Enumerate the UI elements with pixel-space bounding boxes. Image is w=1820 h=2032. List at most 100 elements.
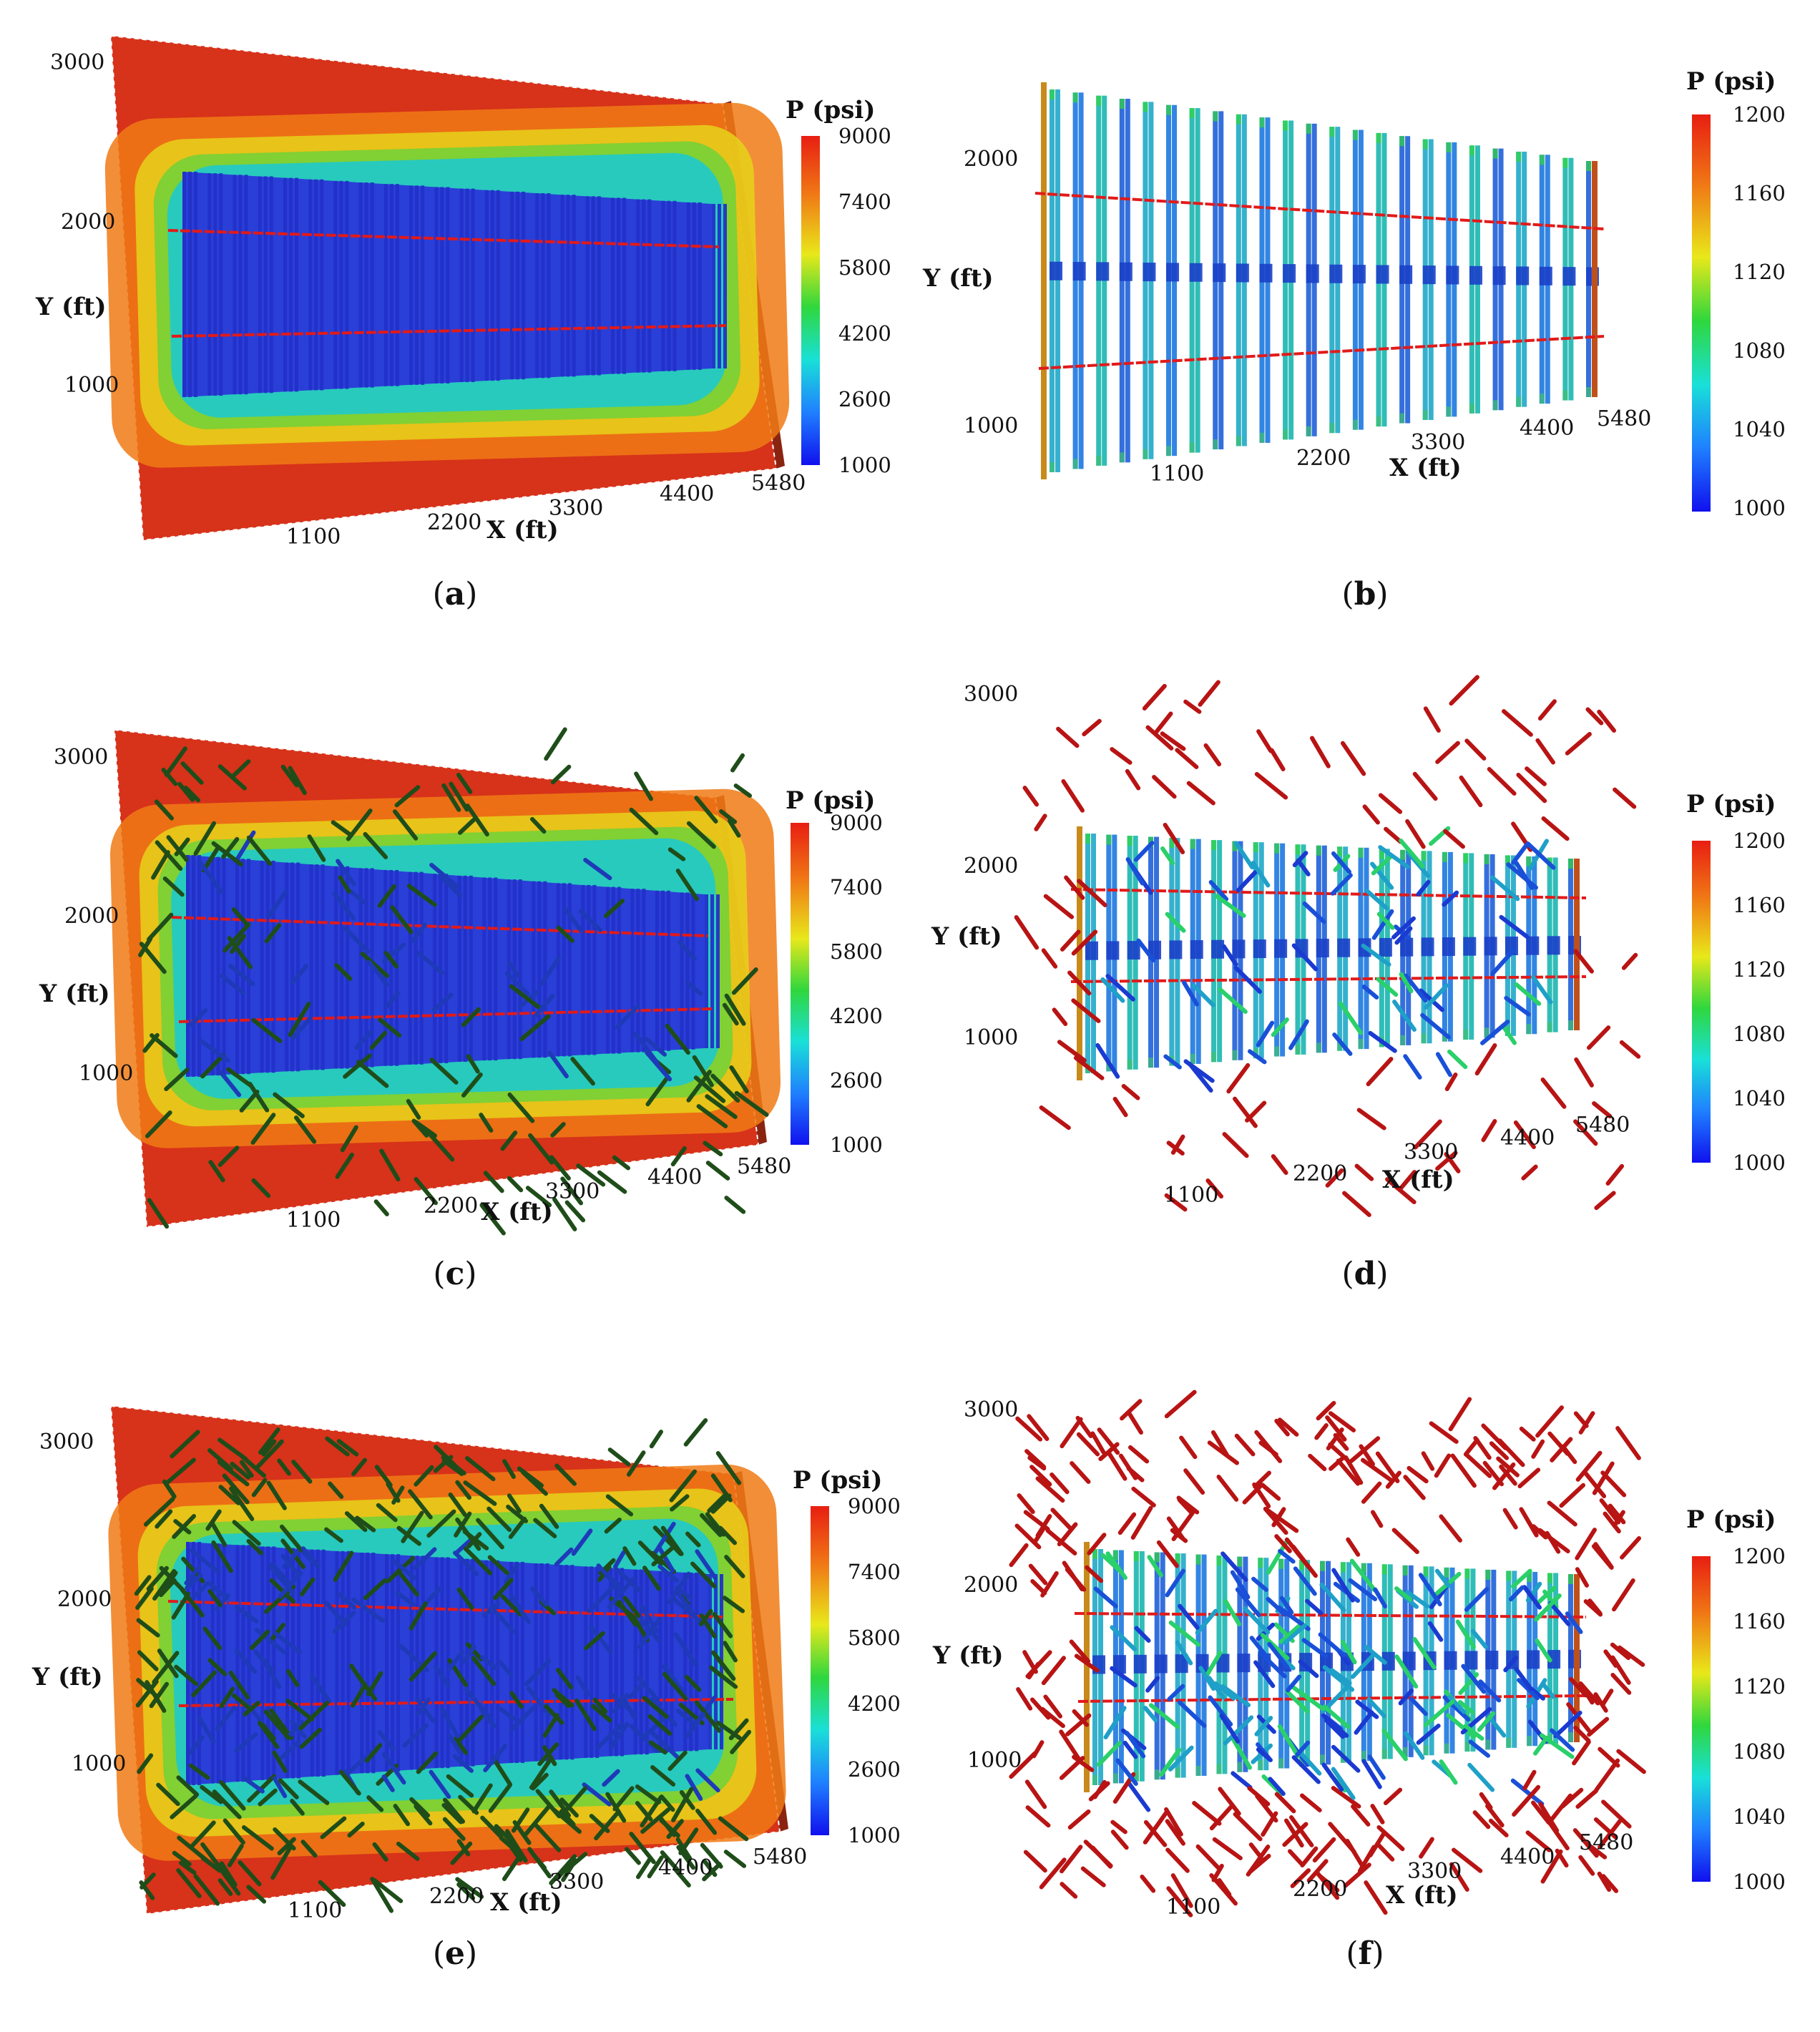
natural-fracture bbox=[291, 1016, 313, 1040]
fracture-tip bbox=[1092, 1549, 1097, 1559]
hydraulic-fracture bbox=[444, 874, 449, 1063]
horizontal-well bbox=[171, 324, 727, 338]
natural-fracture bbox=[1489, 1441, 1510, 1460]
natural-fracture bbox=[1481, 1119, 1497, 1143]
x-axis-label: X (ft) bbox=[486, 516, 559, 544]
natural-fracture bbox=[549, 1789, 571, 1818]
natural-fracture bbox=[270, 1845, 293, 1880]
natural-fracture bbox=[454, 1714, 484, 1747]
hydraulic-fracture bbox=[718, 204, 721, 368]
natural-fracture bbox=[642, 1696, 669, 1719]
natural-fracture bbox=[280, 764, 299, 788]
hydraulic-fracture bbox=[465, 188, 469, 383]
hydraulic-fracture bbox=[686, 202, 690, 370]
natural-fracture bbox=[1550, 1437, 1573, 1462]
hydraulic-fracture bbox=[263, 176, 268, 394]
natural-fracture bbox=[712, 1611, 733, 1638]
natural-fracture bbox=[483, 1171, 504, 1193]
natural-fracture bbox=[635, 1784, 661, 1804]
natural-fracture bbox=[415, 1697, 431, 1717]
fracture-tip bbox=[1400, 1035, 1406, 1045]
hydraulic-fracture bbox=[320, 179, 324, 391]
natural-fracture bbox=[683, 1418, 708, 1447]
hydraulic-fracture bbox=[605, 886, 610, 1054]
natural-fracture bbox=[613, 1566, 642, 1593]
natural-fracture bbox=[1170, 1873, 1193, 1908]
fracture-tip bbox=[1295, 1044, 1301, 1055]
natural-fracture bbox=[1062, 1560, 1085, 1592]
natural-fracture bbox=[1521, 1164, 1538, 1181]
hydraulic-fracture bbox=[714, 1574, 718, 1749]
natural-fracture bbox=[571, 1528, 593, 1556]
hydraulic-fracture bbox=[559, 1565, 563, 1760]
natural-fracture bbox=[385, 991, 401, 1009]
natural-fracture bbox=[378, 1017, 402, 1038]
reservoir-view: 3000 2000 1000 Y (ft) 1100 2200 3300 440… bbox=[31, 1405, 901, 1923]
hydraulic-fracture bbox=[446, 187, 450, 384]
natural-fracture bbox=[1343, 1862, 1371, 1888]
natural-fracture bbox=[183, 786, 201, 803]
fracture-edge bbox=[1077, 826, 1082, 1080]
hydraulic-fracture bbox=[490, 190, 494, 381]
natural-fracture bbox=[1449, 1862, 1469, 1892]
natural-fracture bbox=[1371, 854, 1394, 876]
natural-fracture bbox=[174, 837, 190, 856]
natural-fracture bbox=[456, 773, 473, 794]
natural-fracture bbox=[1015, 1416, 1043, 1442]
natural-fracture bbox=[461, 1072, 483, 1098]
fracture-center-block bbox=[1072, 262, 1086, 281]
hydraulic-fracture bbox=[1072, 92, 1078, 469]
natural-fracture bbox=[149, 1681, 170, 1709]
hydraulic-fracture bbox=[285, 862, 289, 1072]
fracture-center-block bbox=[1133, 1654, 1147, 1674]
natural-fracture bbox=[1605, 1163, 1625, 1186]
natural-fracture bbox=[607, 1576, 636, 1609]
natural-fracture bbox=[155, 1509, 173, 1529]
natural-fracture bbox=[602, 1769, 620, 1787]
natural-fracture bbox=[260, 1722, 276, 1741]
natural-fracture bbox=[338, 875, 351, 894]
hydraulic-fracture bbox=[692, 202, 696, 370]
natural-fracture bbox=[391, 1485, 405, 1505]
natural-fracture bbox=[1412, 771, 1438, 801]
natural-fracture bbox=[344, 1511, 368, 1533]
fracture-tip bbox=[1469, 145, 1474, 156]
natural-fracture bbox=[1572, 1739, 1591, 1766]
panel-e: 3000 2000 1000 Y (ft) 1100 2200 3300 440… bbox=[0, 1359, 910, 2032]
hydraulic-fracture bbox=[514, 1561, 519, 1764]
natural-fracture bbox=[414, 1804, 433, 1826]
natural-fracture bbox=[164, 1571, 178, 1588]
natural-fracture bbox=[647, 1714, 672, 1736]
hydraulic-fracture bbox=[655, 890, 659, 1051]
horizontal-well bbox=[178, 1007, 713, 1023]
fracture-center-block bbox=[1189, 263, 1203, 282]
natural-fracture bbox=[1263, 1506, 1288, 1535]
hydraulic-fracture bbox=[383, 869, 388, 1066]
natural-fracture bbox=[193, 821, 217, 856]
natural-fracture bbox=[1361, 943, 1391, 967]
natural-fracture bbox=[222, 922, 251, 953]
fracture-edge bbox=[1041, 82, 1047, 479]
hydraulic-fracture bbox=[672, 200, 677, 371]
natural-fracture bbox=[280, 1739, 301, 1760]
natural-fracture bbox=[1328, 1822, 1356, 1854]
natural-fracture bbox=[723, 1850, 747, 1868]
natural-fracture bbox=[1231, 1736, 1253, 1770]
natural-fracture bbox=[465, 803, 489, 837]
fracture-tip bbox=[1399, 413, 1405, 424]
x-axis-label: X (ft) bbox=[1389, 454, 1462, 482]
natural-fracture bbox=[1122, 1740, 1138, 1759]
fracture-tip bbox=[1213, 111, 1218, 122]
natural-fracture bbox=[1060, 1882, 1078, 1899]
natural-fracture bbox=[1535, 1405, 1564, 1438]
natural-fracture bbox=[228, 1670, 250, 1700]
fracture-tip bbox=[1381, 1564, 1387, 1575]
natural-fracture bbox=[690, 1561, 717, 1588]
natural-fracture bbox=[605, 1792, 627, 1823]
natural-fracture bbox=[1591, 1544, 1614, 1570]
natural-fracture bbox=[594, 1809, 621, 1841]
colorbar-tick: 1000 bbox=[1733, 1870, 1786, 1894]
fracture-tip bbox=[1096, 455, 1102, 466]
natural-fracture bbox=[1587, 1025, 1611, 1050]
natural-fracture bbox=[574, 1699, 597, 1731]
